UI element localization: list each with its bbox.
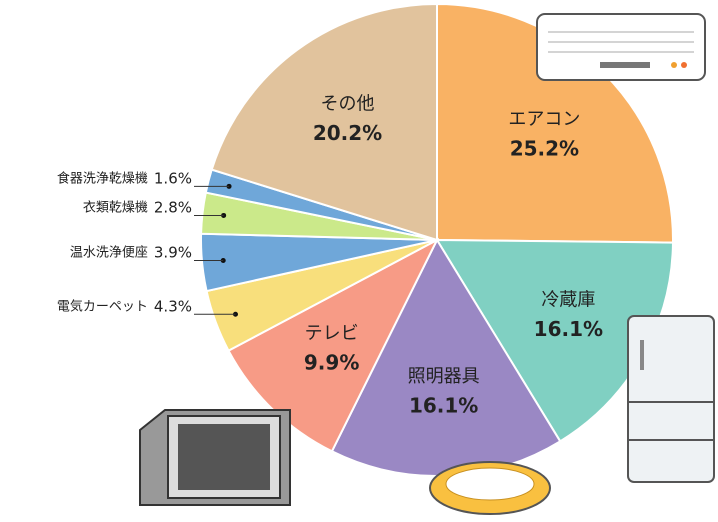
- tv-icon: [139, 409, 291, 506]
- labels: エアコン 25.2% 冷蔵庫 16.1% 照明器具 16.1% テレビ 9.9% 電気カーペット…: [57, 93, 603, 417]
- slice-value: 9.9%: [304, 351, 359, 375]
- slice-value: 4.3%: [154, 297, 192, 315]
- slice-value: 3.9%: [154, 243, 192, 261]
- appliance-icons: [139, 13, 715, 515]
- slice-value: 16.1%: [534, 317, 603, 341]
- pie-slice: [210, 2, 438, 242]
- slice-value: 20.2%: [313, 121, 382, 145]
- slice-value: 1.6%: [154, 169, 192, 187]
- slice-label: その他: [321, 93, 375, 114]
- slice-value: 25.2%: [510, 136, 579, 160]
- outside-label: 温水洗浄便座 3.9%: [70, 243, 192, 261]
- fridge-icon: [627, 315, 715, 483]
- slice-value: 2.8%: [154, 198, 192, 216]
- slice-label: 冷蔵庫: [541, 290, 595, 311]
- slice-label: 衣類乾燥機: [83, 199, 148, 215]
- outside-label: 電気カーペット 4.3%: [57, 297, 192, 315]
- slice-value: 16.1%: [409, 393, 478, 417]
- pie: [200, 2, 674, 477]
- slice-label: 食器洗浄乾燥機: [57, 170, 148, 186]
- slice-label: テレビ: [305, 323, 359, 344]
- slice-label: エアコン: [508, 109, 580, 130]
- slice-label: 照明器具: [408, 366, 480, 387]
- outside-label: 食器洗浄乾燥機 1.6%: [57, 169, 192, 187]
- slice-label: 温水洗浄便座: [70, 245, 148, 260]
- aircon-icon: [536, 13, 706, 81]
- slice-label: 電気カーペット: [57, 298, 148, 314]
- outside-label: 衣類乾燥機 2.8%: [83, 198, 192, 216]
- lamp-icon: [429, 461, 551, 515]
